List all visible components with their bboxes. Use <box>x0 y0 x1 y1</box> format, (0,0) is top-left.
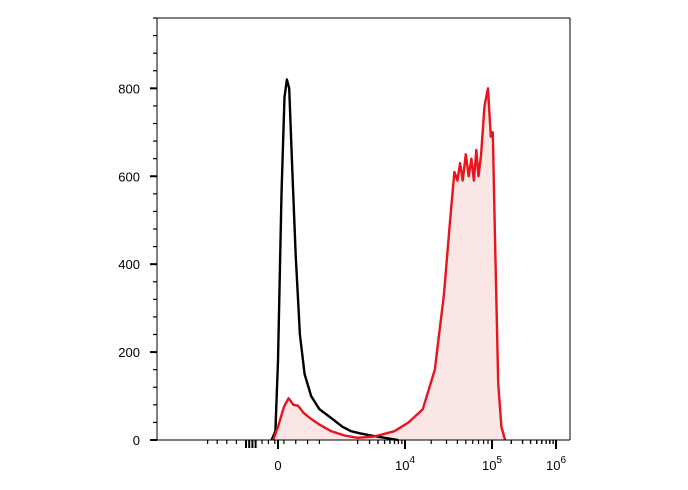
axes-frame <box>156 17 571 441</box>
x-tick-labels: 0 104 105 106 <box>274 455 566 473</box>
x-axis-ticks <box>207 440 557 449</box>
x-tick-label: 105 <box>482 455 502 473</box>
y-tick-label: 800 <box>118 81 140 96</box>
y-tick-labels: 0 200 400 600 800 <box>118 81 140 448</box>
series-control-line <box>270 78 399 442</box>
x-tick-label: 106 <box>546 455 566 473</box>
y-tick-label: 0 <box>133 433 140 448</box>
y-axis-ticks <box>150 17 157 441</box>
x-tick-label: 104 <box>395 455 415 473</box>
series-lines <box>270 78 507 442</box>
y-tick-label: 200 <box>118 345 140 360</box>
y-tick-label: 400 <box>118 257 140 272</box>
series-fills <box>273 88 506 441</box>
series-stained-line <box>272 87 507 441</box>
x-tick-label: 0 <box>274 458 281 473</box>
y-tick-label: 600 <box>118 169 140 184</box>
series-stained-fill <box>273 88 506 441</box>
